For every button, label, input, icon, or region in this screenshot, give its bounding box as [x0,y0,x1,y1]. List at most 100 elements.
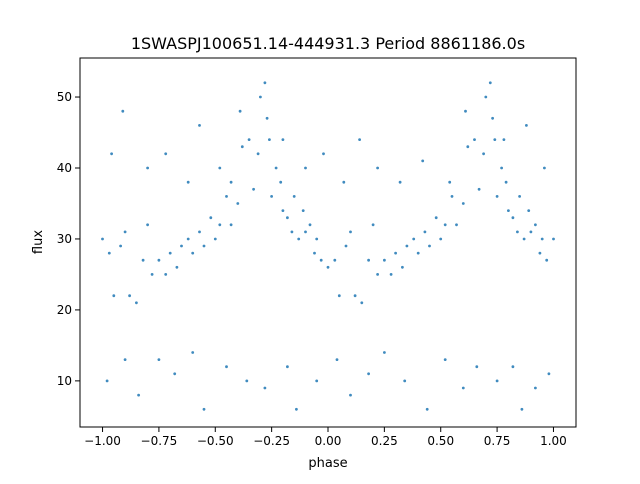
data-point [308,223,312,227]
data-point [202,407,206,411]
data-point [484,95,488,99]
data-point [547,372,551,376]
y-tick-label: 40 [57,161,72,175]
data-point [202,244,206,248]
x-tick-label: −0.50 [197,434,234,448]
data-point [540,237,544,241]
data-point [466,145,470,149]
data-point [107,251,111,255]
data-point [518,195,521,198]
data-point [180,244,183,248]
data-point [304,230,307,234]
data-point [488,81,492,85]
data-point [315,237,319,241]
data-point [218,223,222,227]
data-point [443,358,447,361]
data-point [270,195,273,198]
data-point [416,251,420,255]
data-point [286,216,289,220]
y-axis-label: flux [31,230,46,254]
data-point [281,209,285,213]
data-point [123,358,127,361]
data-point [209,216,213,220]
data-point [443,223,447,227]
data-point [191,351,195,354]
data-point [157,358,161,361]
data-point [439,237,443,241]
data-point [281,138,285,142]
x-tick-label: −0.25 [253,434,290,448]
data-point [455,223,458,227]
data-point [263,81,267,85]
data-point [434,216,438,220]
data-point [543,166,546,170]
data-point [394,251,397,255]
data-point [500,166,503,170]
data-point [240,145,244,149]
data-point [252,187,256,191]
data-point [383,258,386,262]
data-point [290,230,294,234]
x-tick-label: 0.75 [484,434,511,448]
data-point [376,273,379,276]
data-point [286,365,289,369]
data-point [236,202,240,205]
x-axis-ticks: −1.00 −0.75 −0.50 −0.25 0.00 0.25 0.50 0.75 1.00 [84,427,567,448]
data-point [534,386,537,390]
data-point [173,372,177,376]
data-point [225,365,228,369]
data-point [146,223,150,227]
data-point [534,223,537,227]
data-point [529,230,533,234]
data-point [371,223,375,227]
data-point [292,195,296,198]
data-point [137,393,141,397]
data-point [376,166,379,170]
data-point [545,258,549,262]
data-point [186,180,190,184]
x-tick-label: 0.50 [427,434,454,448]
data-point [344,244,348,248]
data-point [495,379,499,383]
chart-title: 1SWASPJ100651.14-444931.3 Period 8861186… [131,34,525,53]
data-point [322,152,325,156]
data-point [319,258,323,262]
data-point [412,237,416,241]
data-point [157,258,161,262]
data-point [403,379,407,383]
data-point [516,230,519,234]
data-point [295,407,298,411]
data-point [423,230,427,234]
x-tick-label: 0.25 [371,434,398,448]
y-tick-label: 50 [57,90,72,104]
data-point [353,294,357,298]
data-point [475,365,479,369]
data-point [186,237,190,241]
y-tick-label: 30 [57,232,72,246]
data-point [164,273,168,276]
data-point [522,237,526,241]
data-point [301,209,305,213]
data-point [389,273,393,276]
data-point [493,138,497,142]
data-point [164,152,168,156]
data-point [502,138,506,142]
data-point [333,258,337,262]
data-point [342,180,346,184]
data-point [337,294,341,298]
data-point [482,152,485,156]
data-point [507,209,510,213]
data-point [238,109,242,113]
data-point [511,365,515,369]
data-point [256,152,260,156]
y-axis-ticks: 10 20 30 40 50 [57,90,80,388]
data-point [425,407,429,411]
data-point [450,195,454,198]
data-point [112,294,116,298]
data-point [274,166,278,170]
data-point [146,166,150,170]
data-point [349,393,352,397]
data-point [110,152,113,156]
data-point [461,386,465,390]
